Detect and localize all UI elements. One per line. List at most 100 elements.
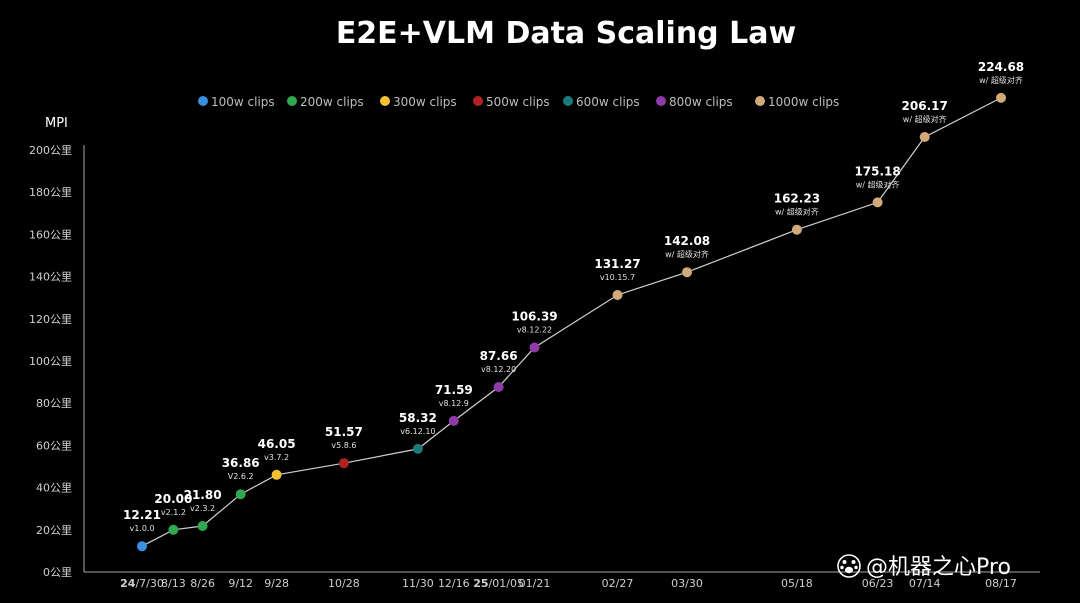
data-label: 12.21 v1.0.0: [123, 508, 161, 533]
data-point: [493, 382, 504, 392]
data-label: 142.08w/ 超级对齐: [664, 234, 710, 259]
data-point: [791, 224, 802, 235]
data-label: 20.00 v2.1.2: [154, 492, 192, 517]
y-tick-label: 120公里: [29, 313, 72, 326]
legend-swatch: [380, 96, 390, 106]
data-labels: 12.21 v1.0.0 20.00 v2.1.2 21.80 v2.3.2 36.86 V2…: [123, 60, 1024, 533]
data-point: [235, 489, 246, 500]
value-label: 21.80: [184, 488, 222, 502]
value-label: 46.05: [258, 437, 296, 451]
y-tick-label: 40公里: [36, 482, 72, 495]
x-tick-label: 02/27: [602, 577, 634, 590]
x-tick-label: 01/21: [519, 577, 551, 590]
legend-item: 500w clips: [473, 95, 550, 109]
legend-label: 1000w clips: [768, 95, 839, 109]
x-tick-label: 08/17: [985, 577, 1017, 590]
y-tick-label: 180公里: [29, 186, 72, 199]
y-tick-label: 200公里: [29, 144, 72, 157]
legend-swatch: [198, 96, 208, 106]
version-label: v2.3.2: [190, 504, 215, 513]
legend-swatch: [656, 96, 666, 106]
y-tick-label: 100公里: [29, 355, 72, 368]
x-tick-label: 25/01/05: [473, 577, 524, 590]
legend-item: 100w clips: [198, 95, 275, 109]
version-label: v1.0.0: [129, 524, 154, 533]
chart-title: E2E+VLM Data Scaling Law: [336, 16, 796, 51]
data-label: 58.32 v6.12.10: [399, 411, 437, 436]
version-label: w/ 超级对齐: [979, 75, 1023, 85]
data-label: 71.59 v8.12.9: [435, 383, 473, 408]
value-label: 12.21: [123, 508, 161, 522]
value-label: 175.18: [854, 164, 900, 178]
data-point: [872, 197, 883, 208]
legend-swatch: [287, 96, 297, 106]
x-tick-label: 06/23: [862, 577, 894, 590]
data-label: 175.18w/ 超级对齐: [854, 164, 900, 189]
x-tick-label: 05/18: [781, 577, 813, 590]
data-point: [197, 521, 208, 531]
x-tick-label: 07/14: [909, 577, 941, 590]
value-label: 51.57: [325, 425, 363, 439]
version-label: V2.6.2: [228, 472, 254, 481]
data-point: [412, 443, 423, 454]
data-label: 106.39 v8.12.22: [511, 310, 557, 335]
legend-label: 300w clips: [393, 95, 457, 109]
version-label: v10.15.7: [600, 273, 635, 282]
watermark-text: @机器之心Pro: [866, 555, 1011, 580]
version-label: w/ 超级对齐: [903, 114, 947, 124]
legend-item: 200w clips: [287, 95, 364, 109]
x-tick-label: 9/12: [228, 577, 253, 590]
version-label: v6.12.10: [400, 427, 435, 436]
y-tick-label: 160公里: [29, 228, 72, 241]
data-label: 21.80 v2.3.2: [184, 488, 222, 513]
y-tick-label: 20公里: [36, 524, 72, 537]
legend-label: 600w clips: [576, 95, 640, 109]
value-label: 142.08: [664, 234, 710, 248]
version-label: v8.12.20: [481, 365, 516, 374]
legend-label: 100w clips: [211, 95, 275, 109]
value-label: 20.00: [154, 492, 192, 506]
paw-icon: [837, 554, 861, 578]
legend-swatch: [563, 96, 573, 106]
y-axis-ticks: 0公里 20公里 40公里 60公里 80公里 100公里 120公里 140公里 160公里 1…: [29, 144, 72, 579]
x-tick-label: 10/28: [328, 577, 360, 590]
watermark: @机器之心Pro: [837, 554, 1011, 580]
version-label: v3.7.2: [264, 453, 289, 462]
data-point: [612, 290, 623, 300]
data-point: [996, 92, 1006, 103]
legend-item: 1000w clips: [755, 95, 839, 109]
y-axis-label: MPI: [45, 116, 68, 131]
x-tick-label: 12/16: [438, 577, 470, 590]
value-label: 71.59: [435, 383, 473, 397]
value-label: 162.23: [774, 192, 820, 206]
data-point: [168, 524, 179, 535]
x-tick-label: 8/26: [190, 577, 215, 590]
value-label: 206.17: [902, 99, 948, 113]
legend: 100w clips 200w clips 300w clips 500w clips…: [198, 95, 839, 109]
legend-label: 800w clips: [669, 95, 733, 109]
legend-item: 800w clips: [656, 95, 733, 109]
value-label: 36.86: [222, 456, 260, 470]
value-label: 87.66: [480, 349, 518, 363]
version-label: w/ 超级对齐: [856, 179, 900, 189]
value-label: 131.27: [594, 257, 640, 271]
legend-item: 600w clips: [563, 95, 640, 109]
value-label: 224.68: [978, 60, 1024, 74]
legend-swatch: [473, 96, 483, 106]
x-tick-label: 24/7/30: [120, 577, 164, 590]
data-label: 206.17w/ 超级对齐: [902, 99, 948, 124]
y-tick-label: 140公里: [29, 271, 72, 284]
data-point: [448, 415, 459, 426]
data-label: 46.05 v3.7.2: [258, 437, 296, 462]
legend-label: 500w clips: [486, 95, 550, 109]
series-line: [141, 97, 1002, 547]
y-tick-label: 80公里: [36, 397, 72, 410]
version-label: w/ 超级对齐: [775, 207, 819, 217]
data-label: 87.66 v8.12.20: [480, 349, 518, 374]
value-label: 58.32: [399, 411, 437, 425]
legend-swatch: [755, 96, 765, 106]
x-axis-ticks: 24/7/308/13 8/26 9/12 9/28 10/28 11/30 12/16 25…: [120, 577, 1017, 590]
data-label: 36.86 V2.6.2: [222, 456, 260, 481]
